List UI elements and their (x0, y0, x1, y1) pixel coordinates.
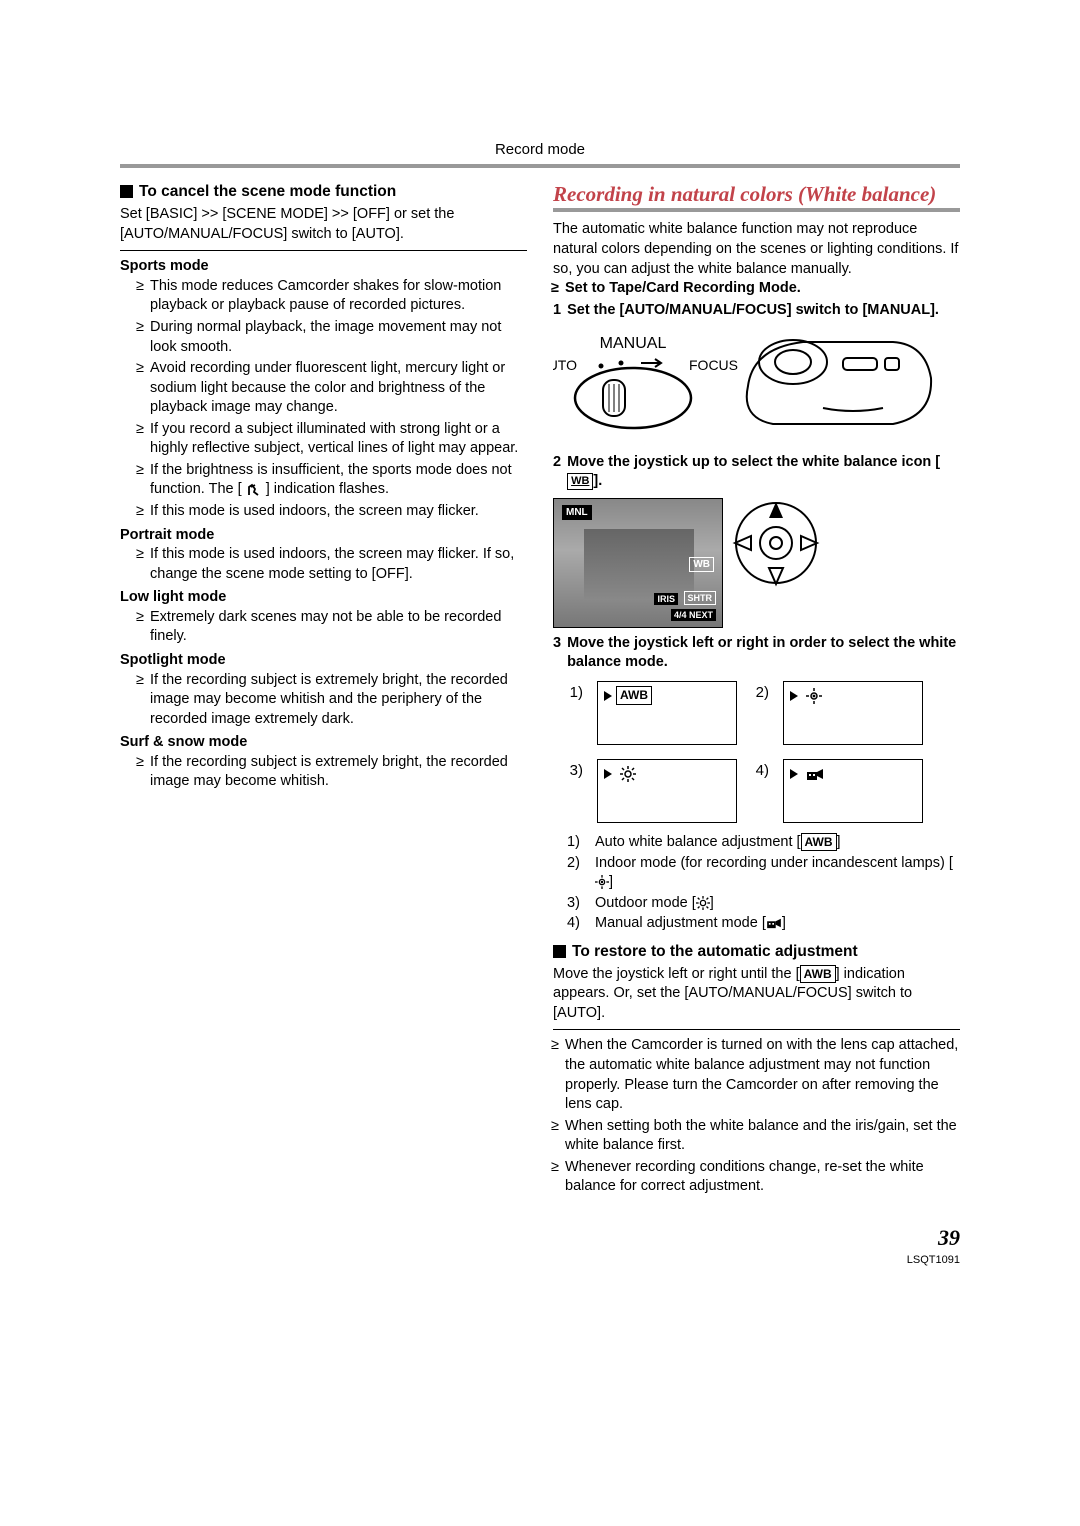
wb-label-4: 4) (751, 759, 769, 781)
step-2-text: Move the joystick up to select the white… (567, 453, 960, 492)
indoor-lamp-icon (595, 875, 609, 889)
outdoor-sun-icon (620, 766, 636, 782)
awb-icon: AWB (616, 686, 652, 704)
triangle-icon (604, 769, 612, 779)
intro-text: The automatic white balance function may… (553, 220, 960, 279)
surf-title: Surf & snow mode (120, 733, 527, 753)
step-3: 3 Move the joystick left or right in ord… (553, 634, 960, 673)
list-item: Whenever recording conditions change, re… (553, 1158, 960, 1197)
osd-next: 4/4 NEXT (671, 609, 716, 621)
notes-list: When the Camcorder is turned on with the… (553, 1036, 960, 1197)
spotlight-title: Spotlight mode (120, 651, 527, 671)
prestep-list: Set to Tape/Card Recording Mode. (553, 279, 960, 299)
mode-desc-3: 3)Outdoor mode [] (567, 894, 960, 914)
osd-wb: WB (689, 557, 714, 573)
mode-desc-4: 4)Manual adjustment mode [] (567, 914, 960, 934)
osd-screen: MNL WB IRIS SHTR 4/4 NEXT (553, 498, 723, 628)
wb-box-2 (783, 681, 923, 745)
mode-desc-2: 2)Indoor mode (for recording under incan… (567, 854, 960, 893)
osd-shtr: SHTR (684, 591, 717, 605)
restore-heading-text: To restore to the automatic adjustment (572, 942, 858, 963)
cancel-heading: To cancel the scene mode function (120, 182, 527, 203)
wb-mode-grid: 1) AWB 2) 3) 4) (565, 681, 960, 825)
prestep: Set to Tape/Card Recording Mode. (553, 279, 960, 299)
wb-box-4 (783, 759, 923, 823)
list-item: If the brightness is insufficient, the s… (138, 461, 527, 500)
list-item: Extremely dark scenes may not be able to… (138, 608, 527, 647)
osd-iris: IRIS (654, 593, 678, 605)
restore-heading: To restore to the automatic adjustment (553, 942, 960, 963)
mode-desc-1: 1)Auto white balance adjustment [AWB] (567, 833, 960, 853)
list-item: This mode reduces Camcorder shakes for s… (138, 277, 527, 316)
step-3-num: 3 (553, 634, 561, 673)
step-1: 1 Set the [AUTO/MANUAL/FOCUS] switch to … (553, 301, 960, 321)
osd-building-icon (584, 529, 694, 599)
cancel-body: Set [BASIC] >> [SCENE MODE] >> [OFF] or … (120, 205, 527, 244)
section-title: Recording in natural colors (White balan… (553, 182, 960, 206)
sports-list: This mode reduces Camcorder shakes for s… (120, 277, 527, 522)
triangle-icon (790, 769, 798, 779)
triangle-icon (604, 691, 612, 701)
wb-label-1: 1) (565, 681, 583, 703)
osd-mnl: MNL (562, 505, 592, 521)
list-item-text-b: ] indication flashes. (266, 481, 389, 497)
osd-row: MNL WB IRIS SHTR 4/4 NEXT (553, 498, 960, 628)
left-column: To cancel the scene mode function Set [B… (120, 182, 527, 1199)
breadcrumb: Record mode (120, 140, 960, 160)
mode-descriptions: 1)Auto white balance adjustment [AWB] 2)… (553, 833, 960, 934)
triangle-icon (790, 691, 798, 701)
doc-number: LSQT1091 (120, 1253, 960, 1268)
square-bullet-icon (553, 945, 566, 958)
list-item: If the recording subject is extremely br… (138, 671, 527, 730)
square-bullet-icon (120, 185, 133, 198)
section-divider (553, 208, 960, 212)
right-column: Recording in natural colors (White balan… (553, 182, 960, 1199)
spotlight-list: If the recording subject is extremely br… (120, 671, 527, 730)
switch-manual-label: MANUAL (600, 335, 667, 352)
wb-icon: WB (567, 473, 593, 490)
list-item: When setting both the white balance and … (553, 1117, 960, 1156)
step-2-num: 2 (553, 453, 561, 492)
lowlight-title: Low light mode (120, 588, 527, 608)
restore-body: Move the joystick left or right until th… (553, 965, 960, 1024)
list-item: If the recording subject is extremely br… (138, 753, 527, 792)
indoor-lamp-icon (806, 688, 822, 704)
sports-title: Sports mode (120, 257, 527, 277)
sports-indication-icon (246, 483, 262, 497)
list-item: If this mode is used indoors, the screen… (138, 502, 527, 522)
switch-illustration: MANUAL AUTO FOCUS (553, 328, 960, 445)
step-1-num: 1 (553, 301, 561, 321)
awb-icon: AWB (801, 833, 837, 851)
divider (553, 1029, 960, 1030)
manual-wb-icon (806, 767, 824, 781)
wb-label-2: 2) (751, 681, 769, 703)
list-item: When the Camcorder is turned on with the… (553, 1036, 960, 1114)
portrait-title: Portrait mode (120, 526, 527, 546)
top-divider (120, 164, 960, 168)
cancel-heading-text: To cancel the scene mode function (139, 182, 396, 203)
surf-list: If the recording subject is extremely br… (120, 753, 527, 792)
divider (120, 250, 527, 251)
list-item: During normal playback, the image moveme… (138, 318, 527, 357)
lowlight-list: Extremely dark scenes may not be able to… (120, 608, 527, 647)
list-item: If this mode is used indoors, the screen… (138, 545, 527, 584)
step-2: 2 Move the joystick up to select the whi… (553, 453, 960, 492)
manual-wb-icon (766, 917, 782, 929)
wb-box-3 (597, 759, 737, 823)
step-1-text: Set the [AUTO/MANUAL/FOCUS] switch to [M… (567, 301, 939, 321)
page-number: 39 (120, 1223, 960, 1253)
step-3-text: Move the joystick left or right in order… (567, 634, 960, 673)
wb-box-1: AWB (597, 681, 737, 745)
list-item: If you record a subject illuminated with… (138, 420, 527, 459)
portrait-list: If this mode is used indoors, the screen… (120, 545, 527, 584)
switch-auto-label: AUTO (553, 357, 577, 373)
joystick-icon (731, 498, 821, 588)
switch-focus-label: FOCUS (689, 357, 738, 373)
list-item: Avoid recording under fluorescent light,… (138, 359, 527, 418)
two-column-layout: To cancel the scene mode function Set [B… (120, 182, 960, 1199)
wb-label-3: 3) (565, 759, 583, 781)
outdoor-sun-icon (696, 896, 710, 910)
awb-icon: AWB (800, 965, 836, 983)
